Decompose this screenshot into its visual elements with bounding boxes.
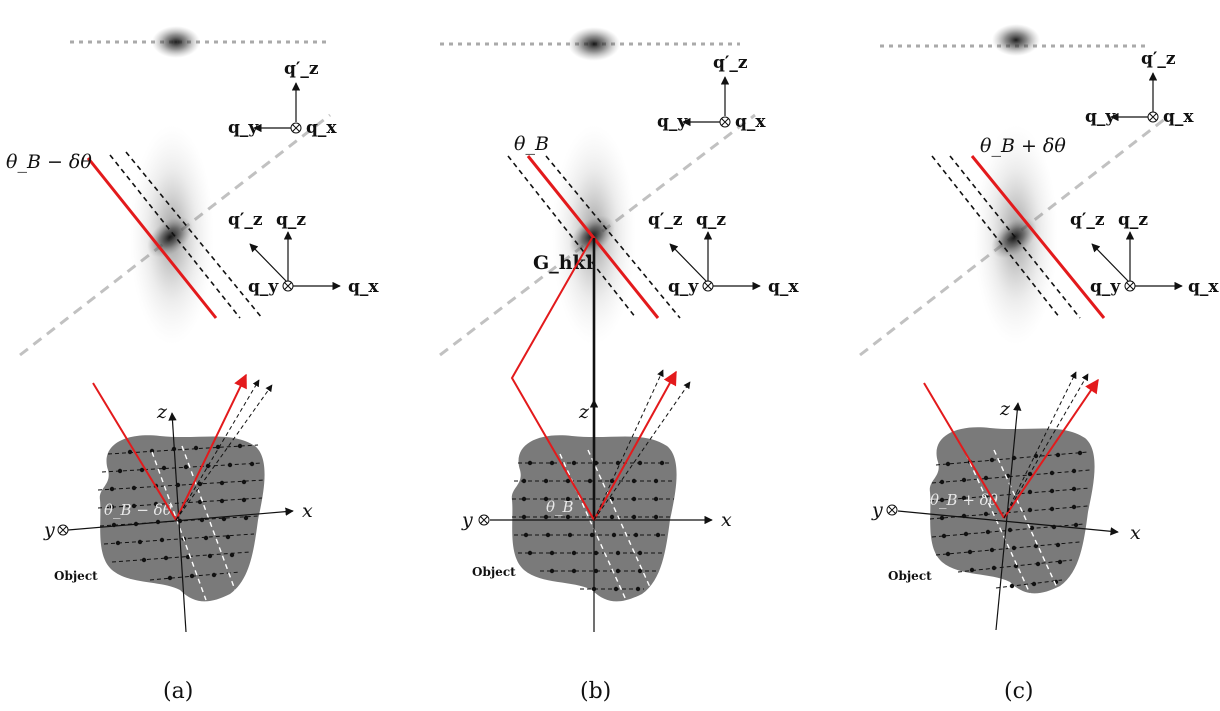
ewald-angle-label: θ_B + δθ [980, 135, 1066, 157]
angle-label: θ_B − δθ [104, 501, 172, 519]
ewald-line-dashed-1 [109, 154, 241, 319]
panel-caption: (c) [1004, 679, 1034, 704]
y-label: y [871, 499, 883, 521]
diffraction-cloud [859, 113, 1171, 357]
g-label: G_hkl [533, 252, 593, 274]
x-axis [897, 510, 1119, 536]
lower-axes: q′_z q_z q_y q_x [1070, 210, 1219, 297]
qy-label: q_y [1090, 277, 1121, 297]
object [929, 427, 1095, 594]
reflected-beam [175, 373, 247, 521]
object-label: Object [472, 565, 516, 579]
qz-prime-label: q′_z [713, 53, 748, 73]
qy-label: q_y [657, 112, 688, 132]
ewald-angle-label: θ_B [514, 133, 549, 155]
ewald-line-dashed-2 [949, 155, 1081, 319]
qz-label: q_z [1118, 210, 1148, 230]
z-label: z [999, 398, 1011, 420]
qz-label: q_z [276, 210, 306, 230]
upper-axes: q′_z q_y q_x [657, 53, 766, 132]
ewald-line-red [86, 157, 218, 319]
object-label: Object [888, 569, 932, 583]
z-axis [995, 402, 1022, 631]
object-label: Object [54, 569, 98, 583]
lower-axes: q′_z q_z q_y q_x [648, 210, 799, 297]
qz-prime-label: q′_z [648, 210, 683, 230]
x-label: x [721, 509, 732, 531]
panel-b: θ_B q′_z q_y q_x q′_z q_z q_y q_x [439, 27, 799, 704]
angle-label: θ_B [546, 498, 574, 516]
angle-label: θ_B + δθ [930, 491, 998, 509]
y-label: y [461, 509, 473, 531]
qx-label: q_x [735, 112, 766, 132]
qx-label: q_x [1188, 277, 1219, 297]
incident-beam [923, 382, 1005, 519]
projection-pattern [440, 27, 740, 61]
qx-label: q_x [306, 118, 337, 138]
qz-prime-label: q′_z [228, 210, 263, 230]
reflected-beam [593, 370, 677, 521]
panel-caption: (b) [580, 679, 611, 704]
qx-label: q_x [1163, 107, 1194, 127]
panel-caption: (a) [163, 679, 193, 704]
ewald-line-red [526, 155, 660, 319]
qz-prime-label: q′_z [284, 59, 319, 79]
qx-label: q_x [348, 277, 379, 297]
qz-prime-label: q′_z [1141, 49, 1176, 69]
qy-label: q_y [248, 277, 279, 297]
ewald-line-dashed-2 [545, 155, 681, 319]
z-label: z [578, 401, 590, 423]
qz-prime-label: q′_z [1070, 210, 1105, 230]
qy-label: q_y [1085, 107, 1116, 127]
ewald-line-dashed-1 [931, 155, 1061, 319]
x-label: x [302, 500, 313, 522]
lower-axes: q′_z q_z q_y q_x [228, 210, 379, 297]
scattered-beam-dashed [1003, 371, 1077, 519]
incident-beam-path [510, 237, 595, 521]
x-label: x [1130, 522, 1141, 544]
qy-label: q_y [668, 277, 699, 297]
qz-label: q_z [696, 210, 726, 230]
qx-label: q_x [768, 277, 799, 297]
panel-a: θ_B − δθ q′_z q_y q_x q′_z q_z q_y q_x [6, 26, 379, 704]
z-axis [168, 412, 187, 633]
x-axis [67, 507, 294, 531]
upper-axes: q′_z q_y q_x [1085, 49, 1194, 127]
scattered-beam-dashed [175, 379, 260, 521]
qy-label: q_y [228, 118, 259, 138]
reflected-beam [1003, 378, 1099, 519]
ewald-angle-label: θ_B − δθ [6, 151, 92, 173]
projection-pattern [70, 26, 330, 58]
projection-pattern [880, 24, 1150, 56]
z-label: z [156, 401, 168, 423]
incident-beam [92, 382, 177, 521]
ewald-line-red [970, 155, 1106, 319]
scattered-beam-dashed [593, 381, 691, 521]
ewald-line-dashed-1 [507, 155, 637, 319]
y-label: y [43, 519, 55, 541]
upper-axes: q′_z q_y q_x [228, 59, 337, 138]
panel-c: θ_B + δθ q′_z q_y q_x q′_z q_z q_y q_x [859, 24, 1219, 704]
